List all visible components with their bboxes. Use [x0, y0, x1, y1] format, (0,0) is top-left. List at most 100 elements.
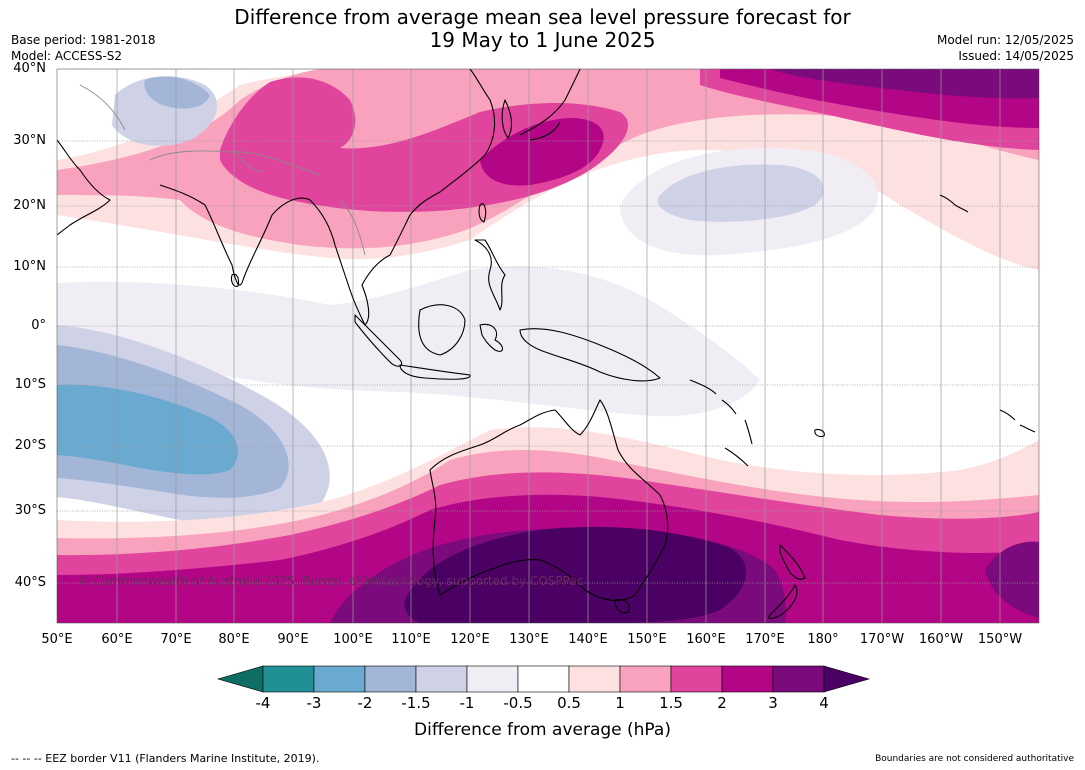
colorbar-title: Difference from average (hPa)	[414, 720, 671, 740]
coast-korea	[501, 99, 512, 139]
coast-tasmania	[614, 599, 630, 614]
coast-sri-lanka	[230, 273, 240, 287]
coast-southeast-asia	[309, 69, 496, 326]
title-line-2: 19 May to 1 June 2025	[429, 28, 656, 52]
title-line-1: Difference from average mean sea level p…	[234, 5, 851, 29]
anomaly-field-indian-ocean-mid-blue	[57, 384, 238, 475]
coast-philippines	[474, 239, 506, 311]
colorbar-tick-label: 3	[768, 694, 778, 712]
colorbar-segment	[415, 665, 468, 693]
lat-label-0: 0°	[31, 318, 46, 333]
anomaly-field-north-purple	[480, 118, 604, 186]
anomaly-field-south-darkest-purple	[404, 526, 747, 623]
lon-label-90e: 90°E	[277, 632, 309, 647]
coast-taiwan	[478, 203, 487, 223]
coast-solomon-islands	[689, 379, 737, 415]
lon-label-160e: 160°E	[686, 632, 726, 647]
colorbar-segment	[517, 665, 570, 693]
lat-label-20s: 20°S	[14, 438, 46, 453]
lon-label-80e: 80°E	[218, 632, 250, 647]
country-borders	[79, 84, 366, 256]
colorbar-tick-label: -1.5	[401, 694, 431, 712]
anomaly-field-north-pacific-lavender	[657, 164, 824, 222]
colorbar-tick-label: 1	[615, 694, 625, 712]
colorbar-segment	[772, 665, 825, 693]
meta-right: Model run: 12/05/2025 Issued: 14/05/2025	[937, 32, 1074, 64]
coast-new-zealand-north	[779, 544, 806, 580]
coast-hawaii	[939, 194, 969, 213]
model-run: Model run: 12/05/2025	[936, 33, 1074, 47]
lon-label-130e: 130°E	[509, 632, 549, 647]
colorbar-arrow-high	[823, 665, 871, 693]
coast-india	[159, 184, 311, 286]
lon-label-160w: 160°W	[918, 632, 964, 647]
lon-label-150w: 150°W	[977, 632, 1023, 647]
colorbar-tick-label: -4	[255, 694, 271, 712]
colorbar-segment	[262, 665, 315, 693]
colorbar-segment	[568, 665, 621, 693]
coast-new-zealand-south	[768, 584, 798, 619]
lon-label-180: 180°	[807, 632, 839, 647]
coast-fiji	[814, 428, 825, 438]
coast-borneo	[418, 304, 466, 356]
graticule	[57, 69, 1039, 623]
colorbar-tick-label: -0.5	[503, 694, 533, 712]
colorbar-segment	[313, 665, 366, 693]
lon-label-70e: 70°E	[160, 632, 192, 647]
map-frame	[56, 68, 1040, 624]
colorbar-segment	[466, 665, 519, 693]
colorbar-tick-label: 2	[717, 694, 727, 712]
anomaly-field-north-deep-purple	[770, 69, 1039, 99]
eez-border-note: -- -- -- EEZ border V11 (Flanders Marine…	[11, 752, 320, 765]
anomaly-field-equatorial-lavender	[57, 266, 760, 417]
issued-date: Issued: 14/05/2025	[958, 49, 1074, 63]
lon-label-50e: 50°E	[41, 632, 73, 647]
lon-label-120e: 120°E	[450, 632, 490, 647]
lon-label-60e: 60°E	[101, 632, 133, 647]
coast-kiribati	[999, 409, 1036, 433]
colorbar-tick-label: 1.5	[659, 694, 683, 712]
coast-japan	[519, 69, 581, 141]
coast-arabia	[57, 139, 111, 236]
colorbar-arrow-low	[216, 665, 264, 693]
anomaly-field-tibet-blue	[144, 76, 210, 109]
colorbar-segment	[619, 665, 672, 693]
boundaries-disclaimer: Boundaries are not considered authoritat…	[875, 754, 1074, 764]
coast-australia	[429, 399, 669, 601]
colorbar	[216, 665, 871, 693]
lat-label-30n: 30°N	[13, 133, 46, 148]
lat-label-20n: 20°N	[13, 198, 46, 213]
map-panel: © Commonwealth of Australia 2025, Bureau…	[57, 69, 1039, 623]
colorbar-segment	[721, 665, 774, 693]
lon-label-170w: 170°W	[859, 632, 905, 647]
colorbar-tick-label: -3	[306, 694, 322, 712]
colorbar-segment	[364, 665, 417, 693]
colorbar-segment	[670, 665, 723, 693]
coast-sulawesi	[479, 323, 504, 352]
model-name: Model: ACCESS-S2	[11, 49, 123, 63]
colorbar-tick-label: 0.5	[557, 694, 581, 712]
lon-label-170e: 170°E	[745, 632, 785, 647]
copyright-notice: © Commonwealth of Australia 2025, Bureau…	[78, 574, 583, 588]
coast-java	[399, 364, 471, 380]
coast-vanuatu	[744, 419, 753, 445]
lon-label-150e: 150°E	[627, 632, 667, 647]
base-period: Base period: 1981-2018	[11, 33, 156, 47]
lon-label-110e: 110°E	[391, 632, 431, 647]
coast-new-caledonia	[724, 447, 749, 467]
lat-label-10n: 10°N	[13, 259, 46, 274]
colorbar-tick-label: -2	[357, 694, 373, 712]
lon-label-140e: 140°E	[568, 632, 608, 647]
meta-left: Base period: 1981-2018 Model: ACCESS-S2	[11, 32, 156, 64]
lat-label-40n: 40°N	[13, 61, 46, 76]
lat-label-10s: 10°S	[14, 377, 46, 392]
anomaly-field-south-deep-purple-east	[985, 541, 1039, 618]
lat-label-40s: 40°S	[14, 575, 46, 590]
colorbar-tick-label: -1	[459, 694, 475, 712]
coastlines	[57, 69, 1036, 619]
lat-label-30s: 30°S	[14, 503, 46, 518]
coast-sumatra	[354, 314, 403, 367]
colorbar-tick-label: 4	[819, 694, 829, 712]
coast-new-guinea	[519, 328, 661, 382]
